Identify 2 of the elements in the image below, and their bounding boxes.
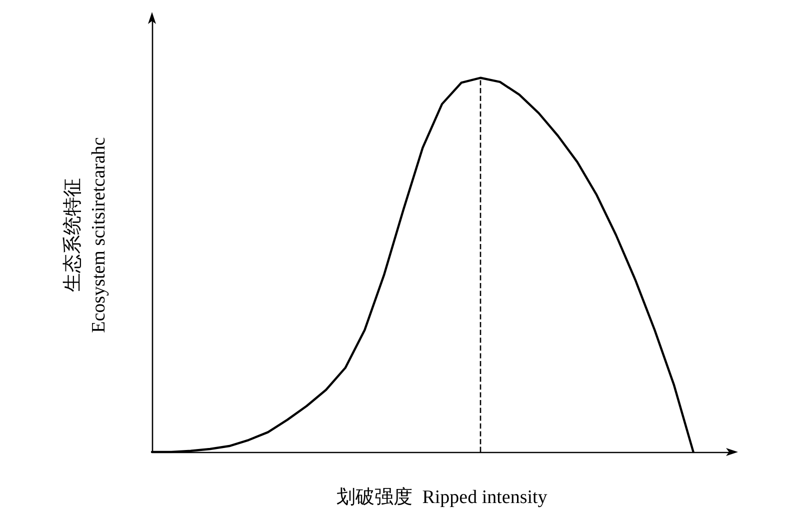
y-axis-title: 生态系统特征 Ecosystem scitsiretcarahc	[62, 137, 110, 333]
x-axis-title: 划破强度 Ripped intensity	[336, 486, 548, 508]
